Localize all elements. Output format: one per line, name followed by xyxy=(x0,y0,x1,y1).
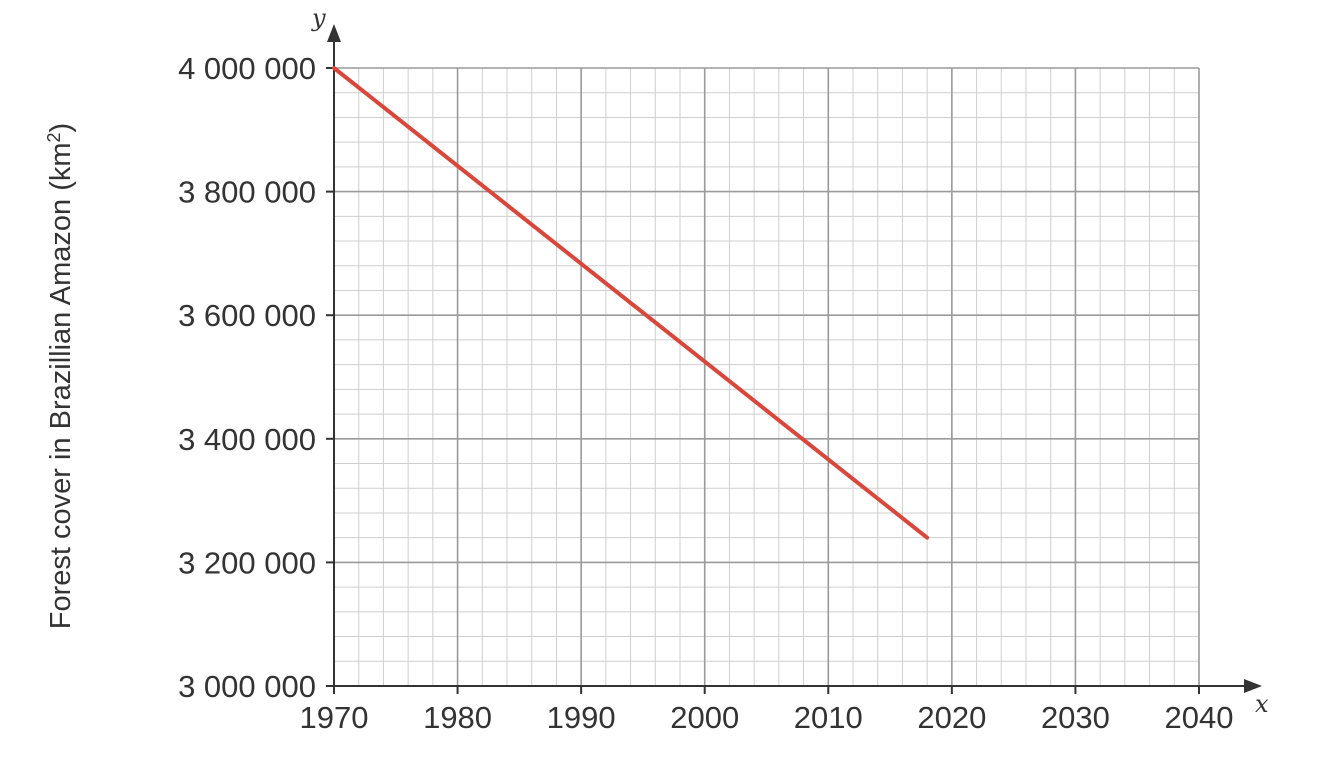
y-tick-label: 3 600 000 xyxy=(178,298,316,333)
y-tick-labels: 3 000 000 3 200 000 3 400 000 3 600 000 3 80… xyxy=(178,51,316,704)
x-tick-label: 2000 xyxy=(670,700,739,735)
x-axis-arrow xyxy=(1244,679,1262,693)
x-tick-label: 1970 xyxy=(300,700,369,735)
y-axis-label-suffix: ) xyxy=(45,123,77,133)
x-tick-label: 1980 xyxy=(423,700,492,735)
x-tick-label: 2030 xyxy=(1041,700,1110,735)
y-tick-label: 3 000 000 xyxy=(178,669,316,704)
y-tick-label: 3 800 000 xyxy=(178,175,316,210)
axes xyxy=(326,24,1262,694)
x-tick-label: 2020 xyxy=(917,700,986,735)
x-tick-label: 2040 xyxy=(1165,700,1234,735)
y-axis-variable: y xyxy=(311,4,326,32)
data-series xyxy=(332,66,930,540)
y-tick-label: 4 000 000 xyxy=(178,51,316,86)
x-tick-labels: 1970 1980 1990 2000 2010 2020 2030 2040 xyxy=(300,700,1234,735)
y-axis-label-main: Forest cover in Brazillian Amazon (km xyxy=(45,142,77,629)
y-tick-label: 3 200 000 xyxy=(178,545,316,580)
x-axis-variable: x xyxy=(1255,690,1269,718)
x-tick-label: 2010 xyxy=(794,700,863,735)
x-tick-label: 1990 xyxy=(547,700,616,735)
y-axis-label: Forest cover in Brazillian Amazon (km2) xyxy=(44,123,77,629)
y-tick-label: 3 400 000 xyxy=(178,422,316,457)
series-line xyxy=(332,66,930,540)
y-axis-label-superscript: 2 xyxy=(44,132,64,142)
y-axis-arrow xyxy=(327,24,341,42)
major-gridlines xyxy=(333,67,1200,687)
minor-gridlines xyxy=(333,67,1200,687)
